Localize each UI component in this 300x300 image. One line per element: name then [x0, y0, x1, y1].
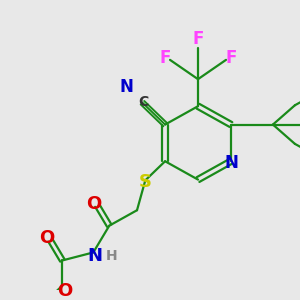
Text: H: H — [106, 249, 117, 263]
Text: N: N — [88, 247, 103, 265]
Text: F: F — [192, 30, 204, 48]
Text: O: O — [86, 195, 101, 213]
Text: S: S — [139, 173, 152, 191]
Text: F: F — [159, 49, 171, 67]
Text: N: N — [225, 154, 239, 172]
Text: O: O — [57, 282, 72, 300]
Text: N: N — [119, 78, 133, 96]
Text: F: F — [225, 49, 237, 67]
Text: C: C — [138, 95, 148, 109]
Text: O: O — [39, 230, 54, 247]
